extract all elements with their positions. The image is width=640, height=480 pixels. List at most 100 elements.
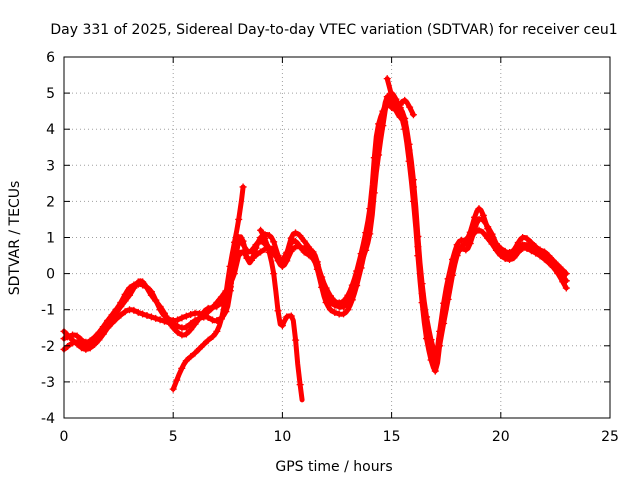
data-point: [453, 248, 461, 256]
data-point: [178, 324, 186, 332]
data-point: [121, 290, 129, 298]
series-layer: [60, 75, 570, 403]
data-point: [383, 96, 391, 104]
chart-title: Day 331 of 2025, Sidereal Day-to-day VTE…: [50, 22, 617, 38]
data-point: [514, 239, 522, 247]
x-axis: 0 5 10 15 20 25: [60, 57, 619, 445]
data-point: [296, 232, 304, 240]
data-point: [204, 336, 212, 344]
data-point: [173, 376, 181, 384]
data-point: [418, 290, 426, 298]
data-point: [510, 250, 518, 258]
data-point: [362, 246, 370, 254]
series-track-4: [169, 183, 247, 393]
data-point: [134, 308, 142, 316]
data-point: [73, 332, 81, 340]
x-axis-label: GPS time / hours: [275, 459, 392, 475]
data-point: [178, 314, 186, 322]
data-point: [222, 293, 230, 301]
y-tick-label: -4: [41, 411, 55, 427]
data-point: [213, 298, 221, 306]
data-point: [449, 265, 457, 273]
data-point: [370, 189, 378, 197]
grid-lines: [64, 57, 610, 418]
data-point: [292, 229, 300, 237]
data-point: [326, 306, 334, 314]
data-point: [387, 90, 395, 98]
data-point: [82, 338, 90, 346]
data-point: [366, 230, 374, 238]
data-point: [239, 237, 247, 245]
data-point: [545, 252, 553, 260]
data-point: [248, 255, 256, 263]
data-point: [200, 310, 208, 318]
data-point: [191, 317, 199, 325]
y-axis-label: SDTVAR / TECUs: [7, 181, 23, 296]
y-tick-label: 1: [46, 231, 55, 247]
data-point: [130, 281, 138, 289]
data-point: [143, 311, 151, 319]
data-point: [200, 340, 208, 348]
data-point: [322, 291, 330, 299]
y-tick-label: 6: [46, 50, 55, 66]
data-point: [300, 244, 308, 252]
data-point: [143, 283, 151, 291]
data-point: [562, 270, 570, 278]
data-point: [431, 367, 439, 375]
data-point: [392, 104, 400, 112]
data-point: [278, 262, 286, 270]
data-point: [204, 308, 212, 316]
data-point: [187, 326, 195, 334]
y-tick-label: -3: [41, 375, 55, 391]
data-point: [287, 312, 295, 320]
data-point: [230, 238, 238, 246]
data-point: [117, 298, 125, 306]
data-point: [243, 253, 251, 261]
data-point: [300, 237, 308, 245]
data-point: [117, 311, 125, 319]
data-point: [519, 234, 527, 241]
data-point: [178, 364, 186, 372]
data-point: [69, 339, 77, 347]
data-point: [274, 257, 282, 265]
data-point: [409, 111, 417, 119]
data-point: [549, 256, 557, 264]
data-point: [134, 280, 142, 288]
data-point: [270, 270, 278, 278]
data-point: [278, 322, 286, 330]
data-point: [147, 313, 155, 321]
data-point: [457, 244, 465, 252]
y-tick-label: -1: [41, 303, 55, 319]
series-track-2: [60, 100, 570, 357]
data-point: [379, 122, 387, 130]
data-point: [562, 277, 570, 285]
data-point: [540, 248, 548, 256]
x-tick-label: 15: [383, 429, 401, 445]
data-point: [318, 276, 326, 284]
data-point: [436, 335, 444, 343]
data-point: [475, 205, 483, 213]
data-point: [287, 234, 295, 242]
data-point: [265, 248, 273, 256]
data-point: [423, 320, 431, 328]
data-point: [409, 183, 417, 191]
data-point: [156, 306, 164, 314]
y-axis: -4 -3 -2 -1 0 1 2 3 4 5 6: [41, 50, 610, 427]
data-point: [492, 240, 500, 248]
data-point: [313, 258, 321, 266]
data-point: [471, 213, 479, 221]
data-point: [174, 322, 182, 330]
data-point: [187, 310, 195, 318]
series-track-5: [257, 226, 305, 403]
data-point: [169, 385, 177, 393]
data-point: [182, 323, 190, 331]
data-point: [195, 345, 203, 353]
x-tick-label: 25: [601, 429, 619, 445]
data-point: [401, 118, 409, 126]
data-point: [147, 288, 155, 296]
data-point: [479, 216, 487, 224]
data-point: [462, 246, 470, 254]
y-tick-label: 4: [46, 122, 55, 138]
data-point: [471, 225, 479, 233]
data-point: [265, 231, 273, 239]
